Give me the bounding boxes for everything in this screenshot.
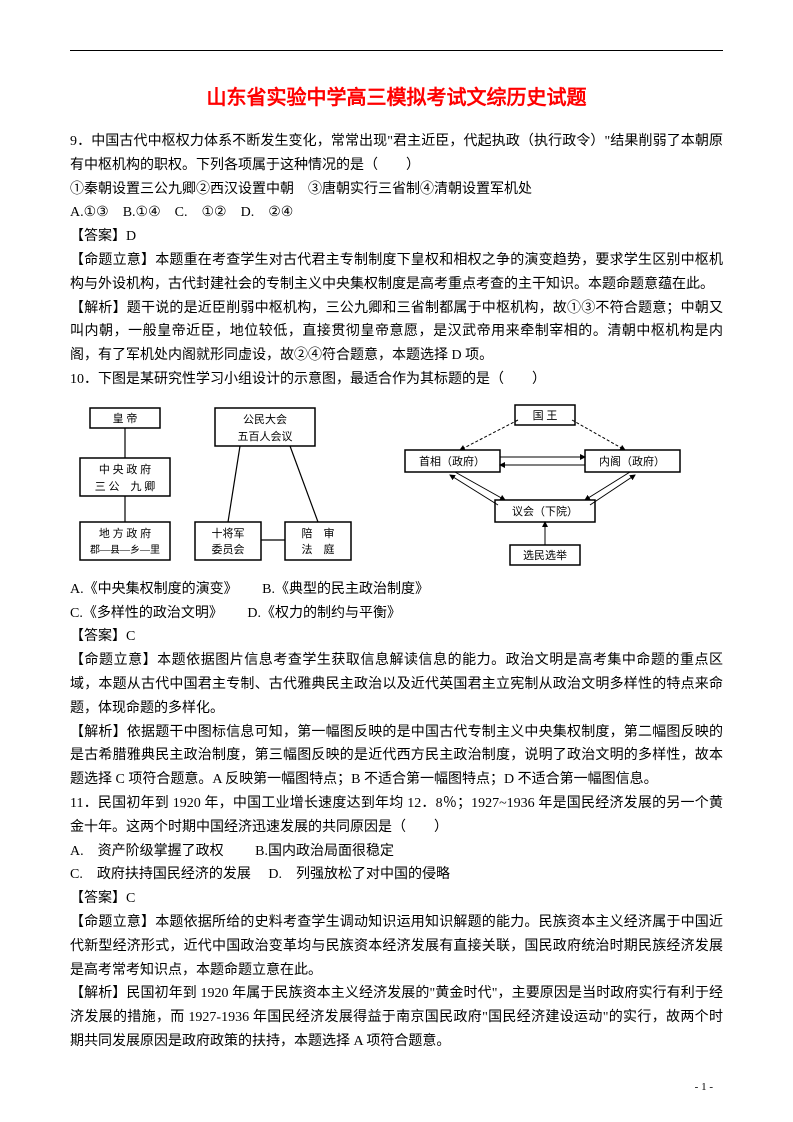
q11-stem: 11．民国初年到 1920 年，中国工业增长速度达到年均 12．8％；1927~… <box>70 792 723 840</box>
node-local: 地 方 政 府 <box>99 526 151 540</box>
q10-optA: A.《中央集权制度的演变》 <box>70 582 231 597</box>
node-assembly1: 公民大会 <box>243 412 287 426</box>
node-election: 选民选举 <box>523 548 567 562</box>
node-assembly2: 五百人会议 <box>238 430 293 443</box>
q11-options-row1: A. 资产阶级掌握了政权 B.国内政治局面很稳定 <box>70 840 723 864</box>
node-parliament: 议会（下院） <box>512 504 578 518</box>
node-jun: 郡—县—乡—里 <box>90 544 160 556</box>
q9-choices: A.①③ B.①④ C. ①② D. ②④ <box>70 201 723 225</box>
q10-optD: D.《权力的制约与平衡》 <box>247 606 401 621</box>
node-central: 中 央 政 府 <box>99 462 151 476</box>
q10-explain: 【解析】依据题干中图标信息可知，第一幅图反映的是中国古代专制主义中央集权制度，第… <box>70 721 723 792</box>
q9-answer: 【答案】D <box>70 225 723 249</box>
node-emperor: 皇 帝 <box>113 411 138 425</box>
q10-intent: 【命题立意】本题依据图片信息考查学生获取信息解读信息的能力。政治文明是高考集中命… <box>70 649 723 720</box>
q11-optB: B.国内政治局面很稳定 <box>255 844 394 859</box>
node-king: 国 王 <box>533 409 558 422</box>
content-body: 9．中国古代中枢权力体系不断发生变化，常常出现"君主近臣，代起执政（执行政令）"… <box>70 130 723 1054</box>
q10-optB: B.《典型的民主政治制度》 <box>262 582 429 597</box>
q9-explain: 【解析】题干说的是近臣削弱中枢机构，三公九卿和三省制都属于中枢机构，故①③不符合… <box>70 297 723 368</box>
diagram-britain: 国 王 首相（政府） 内阁（政府） 议会（下院） 选民选举 <box>390 400 690 570</box>
page-number: - 1 - <box>695 1078 713 1097</box>
header-rule <box>70 50 723 51</box>
node-court2: 法 庭 <box>302 542 335 556</box>
q11-options-row2: C. 政府扶持国民经济的发展 D. 列强放松了对中国的侵略 <box>70 863 723 887</box>
q10-answer: 【答案】C <box>70 625 723 649</box>
q10-options-row2: C.《多样性的政治文明》 D.《权力的制约与平衡》 <box>70 602 723 626</box>
q10-optC: C.《多样性的政治文明》 <box>70 606 216 621</box>
q10-stem: 10．下图是某研究性学习小组设计的示意图，最适合作为其标题的是（ ） <box>70 368 723 392</box>
q11-optC: C. 政府扶持国民经济的发展 <box>70 867 251 882</box>
node-pm: 首相（政府） <box>419 454 485 468</box>
q11-optD: D. 列强放松了对中国的侵略 <box>268 867 450 882</box>
q10-options-row1: A.《中央集权制度的演变》 B.《典型的民主政治制度》 <box>70 578 723 602</box>
q11-answer: 【答案】C <box>70 887 723 911</box>
q9-intent: 【命题立意】本题重在考查学生对古代君主专制制度下皇权和相权之争的演变趋势，要求学… <box>70 249 723 297</box>
q9-opts-line: ①秦朝设置三公九卿②西汉设置中朝 ③唐朝实行三省制④清朝设置军机处 <box>70 178 723 202</box>
node-generals: 十将军 <box>212 526 245 540</box>
q9-stem: 9．中国古代中枢权力体系不断发生变化，常常出现"君主近臣，代起执政（执行政令）"… <box>70 130 723 178</box>
diagram-row: 皇 帝 中 央 政 府 三 公 九 卿 地 方 政 府 郡—县—乡—里 公民大会… <box>70 400 723 570</box>
node-committee: 委员会 <box>212 543 245 556</box>
exam-title: 山东省实验中学高三模拟考试文综历史试题 <box>70 81 723 115</box>
diagram-china-athens: 皇 帝 中 央 政 府 三 公 九 卿 地 方 政 府 郡—县—乡—里 公民大会… <box>70 400 370 570</box>
q11-intent: 【命题立意】本题依据所给的史料考查学生调动知识运用知识解题的能力。民族资本主义经… <box>70 911 723 982</box>
q11-explain: 【解析】民国初年到 1920 年属于民族资本主义经济发展的"黄金时代"，主要原因… <box>70 982 723 1053</box>
node-sangong: 三 公 九 卿 <box>95 480 156 493</box>
node-cabinet: 内阁（政府） <box>599 454 665 468</box>
q11-optA: A. 资产阶级掌握了政权 <box>70 844 224 859</box>
node-court1: 陪 审 <box>302 526 335 540</box>
